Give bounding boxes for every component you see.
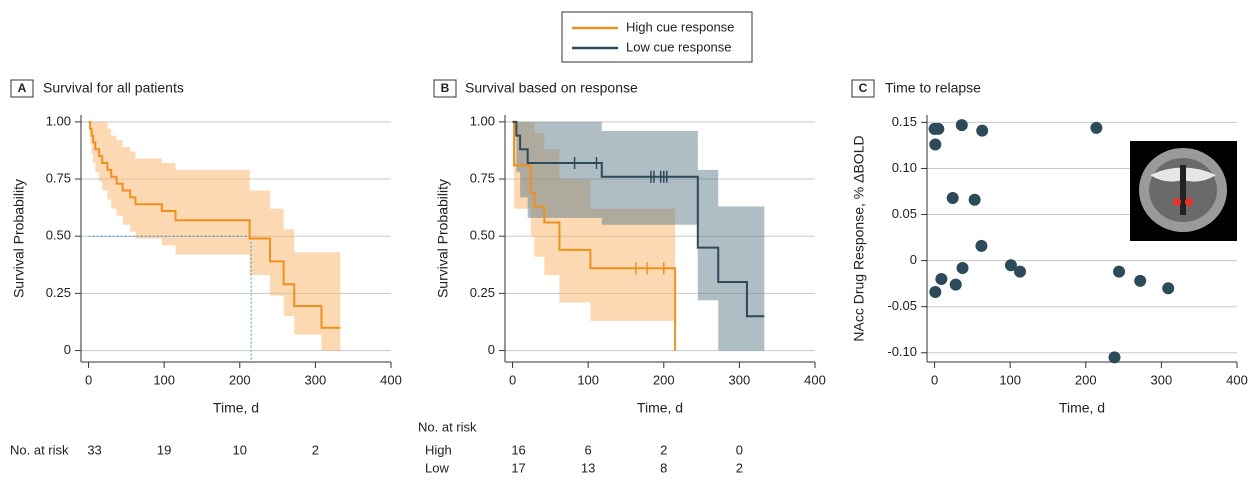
- scatter-point: [976, 124, 989, 137]
- survival-line: [88, 120, 341, 329]
- scatter-point: [949, 278, 962, 291]
- legend-box: [561, 11, 753, 63]
- panel-letter-box: [10, 79, 34, 98]
- at-risk-count: 8: [660, 460, 667, 475]
- y-tick-label: 0: [64, 342, 71, 357]
- at-risk-label: No. at risk: [418, 419, 477, 434]
- at-risk-count: 2: [736, 460, 743, 475]
- confidence-band: [512, 121, 765, 351]
- x-tick-label: 400: [804, 372, 826, 387]
- x-tick-label: 100: [577, 372, 599, 387]
- scatter-point: [1134, 274, 1147, 287]
- x-tick-label: 300: [305, 372, 327, 387]
- scatter-point: [932, 122, 945, 135]
- at-risk-count: 2: [660, 442, 667, 457]
- at-risk-count: 10: [233, 442, 247, 457]
- median-line: [88, 235, 252, 362]
- y-tick-label: -0.05: [887, 298, 917, 313]
- scatter-point: [1113, 265, 1126, 278]
- scatter-point: [929, 138, 942, 151]
- y-tick-label: 0.50: [470, 228, 495, 243]
- y-tick-label: 0.75: [46, 170, 71, 185]
- scatter-point: [956, 261, 969, 274]
- at-risk-count: 6: [585, 442, 592, 457]
- y-tick-label: 0.75: [470, 170, 495, 185]
- panel-title: Survival for all patients: [43, 80, 184, 96]
- at-risk-label: No. at risk: [10, 442, 69, 457]
- scatter-point: [968, 193, 981, 206]
- y-tick-label: 0.25: [46, 285, 71, 300]
- survival-line: [512, 120, 765, 318]
- brain-inset: [1130, 141, 1237, 241]
- x-tick-label: 200: [229, 372, 251, 387]
- x-tick-label: 200: [1075, 372, 1097, 387]
- x-tick-label: 300: [1151, 372, 1173, 387]
- at-risk-count: 2: [312, 442, 319, 457]
- at-risk-count: 16: [511, 442, 525, 457]
- x-tick-label: 0: [85, 372, 92, 387]
- at-risk-count: 13: [581, 460, 595, 475]
- at-risk-group: Low: [425, 460, 449, 475]
- scatter-point: [1162, 282, 1175, 295]
- y-axis-label: Survival Probability: [11, 179, 27, 298]
- scatter-point: [975, 239, 988, 252]
- scatter-point: [1004, 259, 1017, 272]
- x-tick-label: 300: [729, 372, 751, 387]
- scatter-point: [955, 119, 968, 132]
- survival-line: [512, 120, 677, 351]
- panel-letter: B: [441, 81, 450, 95]
- legend-label: High cue response: [626, 19, 734, 34]
- at-risk-count: 17: [511, 460, 525, 475]
- x-tick-label: 100: [153, 372, 175, 387]
- panel-letter-box: [851, 79, 875, 98]
- y-tick-label: 1.00: [46, 113, 71, 128]
- y-tick-label: 0.25: [470, 285, 495, 300]
- y-tick-label: 0.05: [892, 206, 917, 221]
- scatter-point: [929, 285, 942, 298]
- panel-letter-box: [433, 79, 457, 98]
- inset-nacc-left: [1173, 198, 1181, 206]
- scatter-point: [1090, 121, 1103, 134]
- at-risk-count: 19: [157, 442, 171, 457]
- y-tick-label: 0: [910, 252, 917, 267]
- x-tick-label: 0: [931, 372, 938, 387]
- panel-letter: C: [859, 81, 868, 95]
- legend-label: Low cue response: [626, 39, 732, 54]
- scatter-point: [935, 273, 948, 286]
- scatter-point: [1108, 351, 1121, 364]
- x-tick-label: 100: [999, 372, 1021, 387]
- inset-midline: [1180, 165, 1186, 215]
- panel-title: Time to relapse: [885, 80, 981, 96]
- y-tick-label: -0.10: [887, 344, 917, 359]
- x-tick-label: 0: [509, 372, 516, 387]
- x-axis-label: Time, d: [1059, 400, 1105, 416]
- x-tick-label: 400: [1226, 372, 1248, 387]
- y-tick-label: 1.00: [470, 113, 495, 128]
- y-tick-label: 0.15: [892, 114, 917, 129]
- x-axis-label: Time, d: [637, 400, 683, 416]
- at-risk-count: 33: [87, 442, 101, 457]
- y-tick-label: 0.10: [892, 160, 917, 175]
- at-risk-group: High: [425, 442, 452, 457]
- scatter-point: [946, 191, 959, 204]
- x-axis-label: Time, d: [213, 400, 259, 416]
- scatter-point: [1014, 265, 1026, 278]
- inset-nacc-right: [1185, 198, 1193, 206]
- x-tick-label: 400: [380, 372, 402, 387]
- y-tick-label: 0: [488, 342, 495, 357]
- at-risk-count: 0: [736, 442, 743, 457]
- y-axis-label: Survival Probability: [435, 179, 451, 298]
- y-axis-label: NAcc Drug Response, % ΔBOLD: [851, 135, 867, 341]
- panel-title: Survival based on response: [465, 80, 638, 96]
- panel-letter: A: [18, 81, 27, 95]
- x-tick-label: 200: [653, 372, 675, 387]
- y-tick-label: 0.50: [46, 228, 71, 243]
